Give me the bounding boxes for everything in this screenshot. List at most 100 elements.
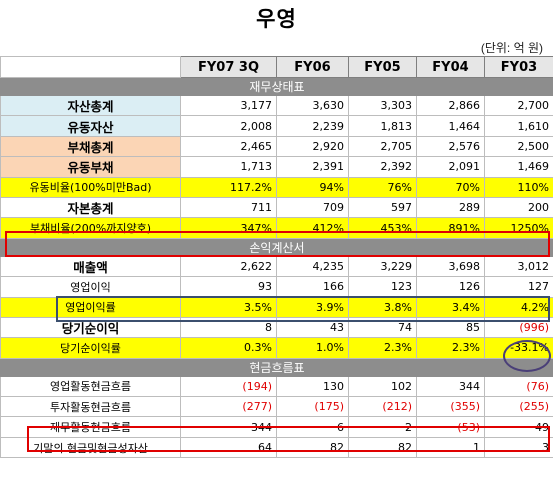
cell-value: 3,012 [484, 255, 553, 278]
cell-value: 43 [276, 316, 349, 339]
cell-value: 200 [484, 196, 553, 219]
cell-value: 110% [484, 176, 553, 198]
table-row: 부채비율(200%까지양호) 347% 412% 453% 891% 1250% [0, 217, 553, 239]
cell-value: 2,705 [348, 135, 417, 158]
cell-value: 117.2% [180, 176, 277, 198]
cell-value: (277) [180, 396, 277, 418]
cell-value: 102 [348, 375, 417, 398]
cell-value: 2.3% [348, 337, 417, 359]
cell-value: 82 [348, 436, 417, 459]
cell-value: 8 [180, 316, 277, 339]
table-row: 유동부채 1,713 2,391 2,392 2,091 1,469 [0, 156, 553, 178]
cell-value: 2,239 [276, 115, 349, 137]
cell-value: 1250% [484, 217, 553, 239]
cell-value: 94% [276, 176, 349, 198]
cell-value: (212) [348, 396, 417, 418]
cell-value: 3,229 [348, 255, 417, 278]
cell-value: (175) [276, 396, 349, 418]
cell-value: 70% [416, 176, 485, 198]
column-header: FY07 3Q [180, 56, 277, 78]
unit-note: (단위: 억 원) [480, 41, 543, 55]
cell-value: 1 [416, 436, 485, 459]
cell-value: 130 [276, 375, 349, 398]
row-label: 기말의 현금및현금성자산 [0, 436, 181, 459]
row-label: 유동비율(100%미만Bad) [0, 176, 181, 198]
cell-value: 2,576 [416, 135, 485, 158]
table-row: 유동자산 2,008 2,239 1,813 1,464 1,610 [0, 115, 553, 137]
row-label: 영업이익률 [0, 296, 181, 318]
cell-value: 2.3% [416, 337, 485, 359]
table-row: 재무활동현금흐름 344 6 2 (53) 49 [0, 416, 553, 438]
header-row: FY07 3Q FY06 FY05 FY04 FY03 [0, 56, 553, 78]
cell-value: 93 [180, 276, 277, 298]
cell-value: 2,391 [276, 156, 349, 178]
cell-value: 1.0% [276, 337, 349, 359]
cell-value: 2,920 [276, 135, 349, 158]
cell-value: 0.3% [180, 337, 277, 359]
table-row: 자본총계 711 709 597 289 200 [0, 196, 553, 219]
cell-value: 453% [348, 217, 417, 239]
row-label: 부채총계 [0, 135, 181, 158]
cell-value: 3.5% [180, 296, 277, 318]
column-header: FY04 [416, 56, 485, 78]
cell-value: 6 [276, 416, 349, 438]
cell-value: 891% [416, 217, 485, 239]
row-label: 매출액 [0, 255, 181, 278]
cell-value: 1,813 [348, 115, 417, 137]
cell-value: 711 [180, 196, 277, 219]
cell-value: 2,008 [180, 115, 277, 137]
cell-value: 123 [348, 276, 417, 298]
row-label: 자산총계 [0, 94, 181, 117]
cell-value: 4.2% [484, 296, 553, 318]
table-row: 유동비율(100%미만Bad) 117.2% 94% 76% 70% 110% [0, 176, 553, 198]
cell-value: 49 [484, 416, 553, 438]
cell-value: 3.9% [276, 296, 349, 318]
cell-value: 2,091 [416, 156, 485, 178]
table-row: 자산총계 3,177 3,630 3,303 2,866 2,700 [0, 94, 553, 117]
financial-table: FY07 3Q FY06 FY05 FY04 FY03 재무상태표 자산총계 3… [0, 56, 553, 459]
cell-value: 289 [416, 196, 485, 219]
cell-value: 3,303 [348, 94, 417, 117]
cell-value: 3,698 [416, 255, 485, 278]
cell-value: 1,713 [180, 156, 277, 178]
cell-value: 2,622 [180, 255, 277, 278]
section-header-balance-sheet: 재무상태표 [0, 77, 553, 96]
cell-value: (996) [484, 316, 553, 339]
cell-value: (255) [484, 396, 553, 418]
cell-value: 2,866 [416, 94, 485, 117]
cell-value: (76) [484, 375, 553, 398]
header-corner [0, 56, 181, 78]
row-label: 유동부채 [0, 156, 181, 178]
table-row: 매출액 2,622 4,235 3,229 3,698 3,012 [0, 255, 553, 278]
table-row: 영업활동현금흐름 (194) 130 102 344 (76) [0, 375, 553, 398]
cell-value: (355) [416, 396, 485, 418]
cell-value: 597 [348, 196, 417, 219]
table-row: 당기순이익률 0.3% 1.0% 2.3% 2.3% -33.1% [0, 337, 553, 359]
row-label: 투자활동현금흐름 [0, 396, 181, 418]
cell-value: 2,392 [348, 156, 417, 178]
cell-value: 3.8% [348, 296, 417, 318]
column-header: FY03 [484, 56, 553, 78]
cell-value: 127 [484, 276, 553, 298]
cell-value: 2,700 [484, 94, 553, 117]
section-title: 재무상태표 [0, 77, 553, 96]
cell-value: 74 [348, 316, 417, 339]
row-label: 당기순이익 [0, 316, 181, 339]
cell-value: 166 [276, 276, 349, 298]
cell-value: 344 [180, 416, 277, 438]
cell-value: 2 [348, 416, 417, 438]
cell-value: 344 [416, 375, 485, 398]
section-header-income-statement: 손익계산서 [0, 237, 553, 257]
table-row: 당기순이익 8 43 74 85 (996) [0, 316, 553, 339]
cell-value: 3,177 [180, 94, 277, 117]
row-label: 유동자산 [0, 115, 181, 137]
cell-value: 3,630 [276, 94, 349, 117]
row-label: 영업이익 [0, 276, 181, 298]
cell-value: 1,469 [484, 156, 553, 178]
cell-value: 85 [416, 316, 485, 339]
row-label: 영업활동현금흐름 [0, 375, 181, 398]
cell-value: 412% [276, 217, 349, 239]
cell-value: 1,610 [484, 115, 553, 137]
cell-value: 82 [276, 436, 349, 459]
cell-value: 64 [180, 436, 277, 459]
